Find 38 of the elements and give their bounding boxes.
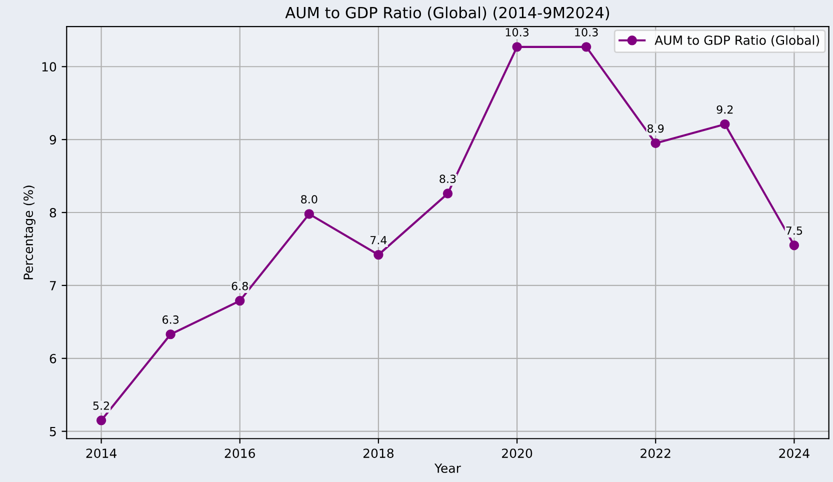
point — [442, 188, 453, 198]
x-tick-label: 2014 — [86, 448, 116, 458]
x-tick-label: 2024 — [779, 448, 810, 458]
point — [720, 119, 730, 130]
data-label: 6.8 — [232, 282, 248, 290]
data-label: 6.3 — [162, 315, 179, 324]
data-label: 7.5 — [786, 226, 802, 235]
y-axis-title: Percentage (%) — [23, 186, 36, 280]
chart-title: AUM to GDP Ratio (Global) (2014-9M2024) — [285, 6, 610, 20]
legend-label: AUM to GDP Ratio (Global) — [654, 35, 820, 46]
y-tick-label: 10 — [42, 62, 56, 72]
data-label: 8.0 — [301, 195, 318, 204]
x-tick-label: 2022 — [640, 448, 670, 458]
data-label: 10.3 — [575, 28, 598, 36]
data-label: 8.9 — [648, 124, 664, 133]
data-label: 5.2 — [93, 401, 110, 410]
y-tick-label: 9 — [50, 135, 56, 144]
y-tick-label: 8 — [50, 208, 56, 218]
y-tick-label: 5 — [50, 426, 56, 436]
point — [581, 42, 592, 52]
data-label: 9.2 — [716, 105, 733, 114]
y-tick-label: 6 — [50, 354, 56, 364]
point — [374, 250, 384, 260]
y-tick-label: 7 — [50, 281, 56, 290]
x-axis-title: Year — [434, 464, 461, 473]
data-label: 7.4 — [370, 236, 387, 244]
point — [166, 329, 176, 340]
point — [96, 416, 106, 426]
data-label: 8.3 — [440, 174, 456, 184]
x-tick-label: 2018 — [363, 448, 394, 458]
point — [304, 209, 314, 219]
x-tick-label: 2016 — [224, 448, 255, 458]
data-label: 10.3 — [506, 28, 529, 36]
point — [235, 296, 245, 306]
point — [789, 240, 800, 250]
point — [650, 138, 660, 148]
point — [512, 42, 522, 52]
x-tick-label: 2020 — [502, 448, 532, 458]
